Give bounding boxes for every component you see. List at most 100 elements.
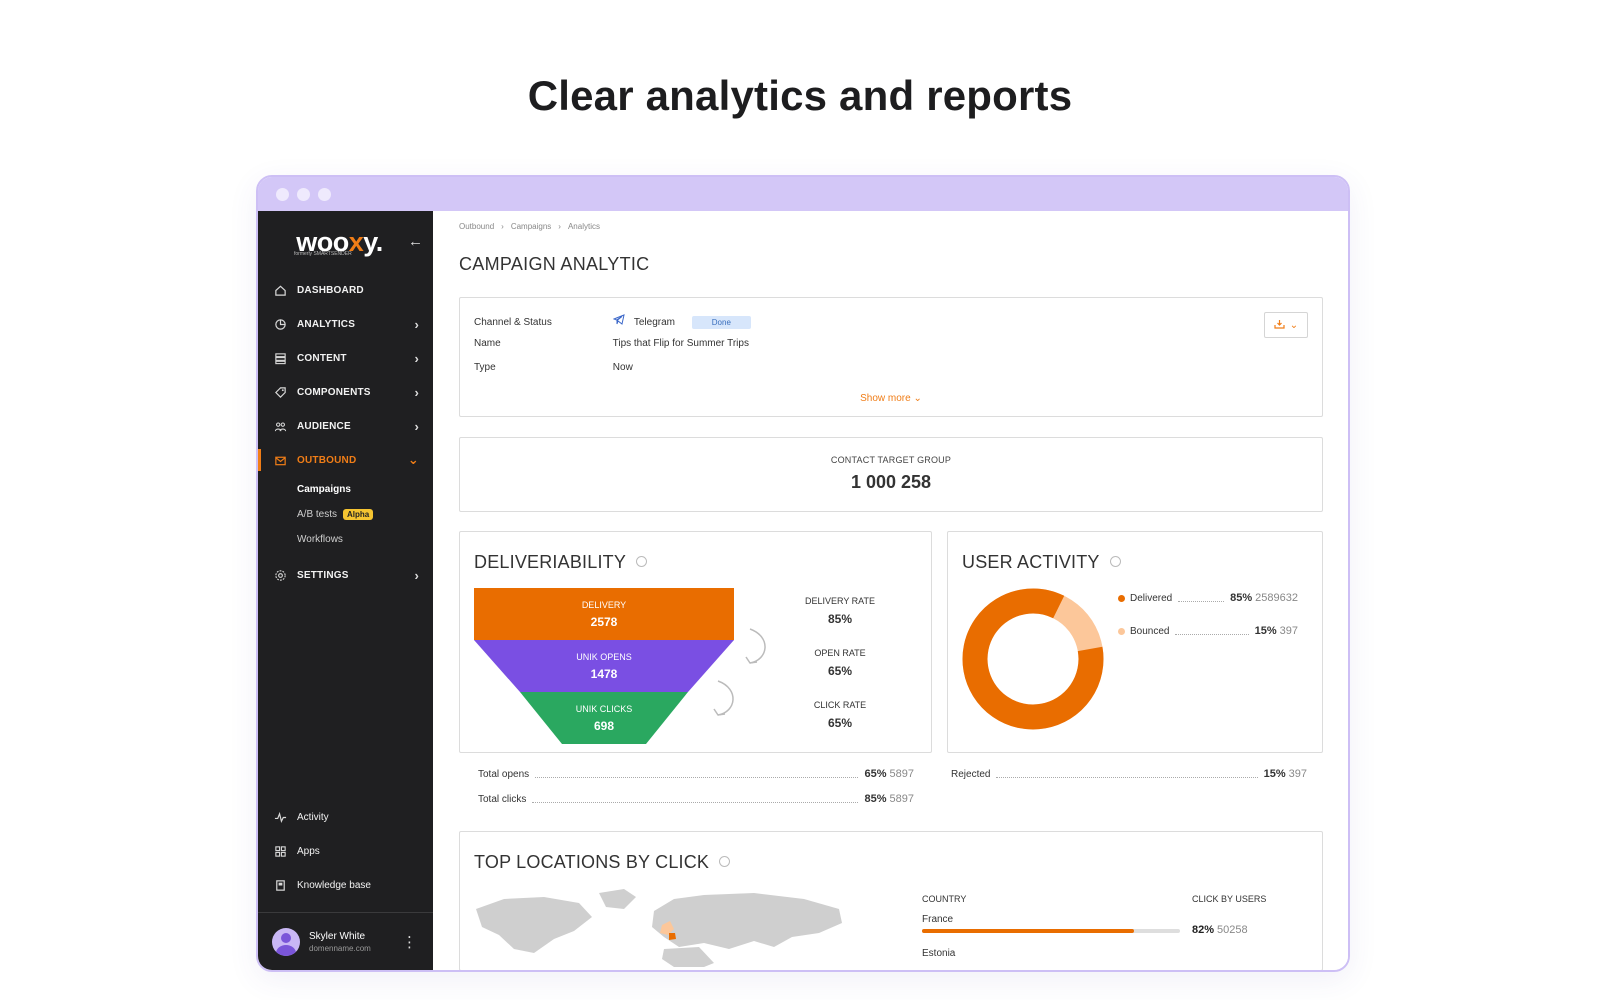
collapse-sidebar-icon[interactable]: ← [408, 233, 423, 250]
sidebar-item-label: Knowledge base [297, 879, 371, 891]
sidebar-item-label: ANALYTICS [297, 318, 356, 330]
main-content: Outbound › Campaigns › Analytics CAMPAIGN AN… [433, 211, 1348, 970]
stat-count: 5897 [889, 768, 914, 780]
donut-segment-delivered [962, 588, 1104, 730]
map-north-america [476, 897, 592, 953]
clicks-column-header: CLICK BY USERS [1192, 894, 1267, 904]
window-dot-minimize[interactable] [297, 187, 310, 201]
sidebar-bottom-nav: Activity Apps Knowledge base [258, 800, 433, 902]
stat-count: 5897 [889, 793, 914, 805]
sidebar-subitem-workflows[interactable]: Workflows [258, 527, 433, 552]
rate-label: CLICK RATE [813, 700, 867, 710]
sidebar-item-activity[interactable]: Activity [258, 800, 433, 834]
brand-logo[interactable]: wooxy. [296, 227, 383, 258]
status-badge: Done [691, 316, 751, 329]
sidebar: wooxy. formerly SMARTSENDER ← DASHBOARD … [258, 211, 433, 970]
deliverability-card: DELIVERIABILITY DELIVERY 2578 UNIK OPENS 1… [459, 531, 932, 753]
chevron-down-icon: ⌄ [1289, 319, 1299, 331]
leader-line [535, 776, 859, 778]
stat-pct: 15% [1263, 768, 1286, 780]
hero-title: Clear analytics and reports [527, 72, 1073, 119]
home-icon [273, 283, 287, 297]
funnel-opens-value: 1478 [590, 667, 618, 681]
user-profile[interactable]: Skyler White domenname.com ⋮ [258, 912, 433, 970]
show-more-link[interactable]: Show more ⌄ [460, 393, 1322, 404]
legend-delivered: Delivered 85% 2589632 [1118, 592, 1298, 604]
sidebar-item-audience[interactable]: AUDIENCE › [258, 409, 433, 443]
sidebar-subitem-label: Campaigns [297, 484, 351, 495]
rate-value: 85% [827, 612, 853, 626]
map-europe-asia [652, 893, 842, 949]
deliverability-title-text: DELIVERIABILITY [474, 552, 627, 572]
funnel-segment-opens [474, 640, 734, 692]
help-icon[interactable] [719, 855, 731, 867]
browser-window: wooxy. formerly SMARTSENDER ← DASHBOARD … [256, 175, 1350, 972]
tag-icon [273, 385, 287, 399]
country-column-header: COUNTRY [922, 894, 967, 904]
sidebar-item-label: AUDIENCE [297, 420, 351, 432]
sidebar-item-settings[interactable]: SETTINGS › [258, 558, 433, 592]
sidebar-item-label: DASHBOARD [297, 284, 364, 296]
funnel-delivery-label: DELIVERY [581, 600, 627, 610]
legend-count: 2589632 [1255, 592, 1298, 604]
leader-line [532, 801, 859, 803]
chevron-right-icon: › [414, 567, 419, 583]
contact-target-card: CONTACT TARGET GROUP 1 000 258 [459, 437, 1323, 512]
funnel-segment-clicks [520, 692, 688, 744]
breadcrumb-campaigns[interactable]: Campaigns [510, 222, 552, 231]
sidebar-subitem-ab-tests[interactable]: A/B tests Alpha [258, 502, 433, 527]
top-locations-card: TOP LOCATIONS BY CLICK COUNTRY CLICK BY … [459, 831, 1323, 970]
sidebar-subitem-campaigns[interactable]: Campaigns [258, 477, 433, 502]
logo-subtitle: formerly SMARTSENDER [294, 251, 352, 257]
arrowhead [713, 708, 726, 716]
sidebar-item-components[interactable]: COMPONENTS › [258, 375, 433, 409]
map-greenland [599, 889, 636, 909]
sidebar-item-outbound[interactable]: OUTBOUND ⌄ [258, 443, 433, 477]
sidebar-item-content[interactable]: CONTENT › [258, 341, 433, 375]
top-locations-title-text: TOP LOCATIONS BY CLICK [474, 852, 710, 872]
sidebar-item-dashboard[interactable]: DASHBOARD [258, 273, 433, 307]
stat-label: Total opens [478, 768, 530, 780]
chevron-down-icon: ⌄ [913, 393, 922, 404]
type-label: Type [474, 362, 496, 373]
sidebar-item-label: CONTENT [297, 352, 347, 364]
more-options-icon[interactable]: ⋮ [402, 933, 417, 951]
top-locations-title: TOP LOCATIONS BY CLICK [474, 852, 731, 873]
legend-dot [1118, 594, 1125, 602]
arrowhead [745, 656, 758, 664]
info-row-channel: Channel & Status Telegram Done [474, 314, 751, 329]
sidebar-item-label: SETTINGS [297, 569, 349, 581]
window-titlebar [258, 177, 1348, 211]
rejected-row: Rejected 15% 397 [951, 768, 1307, 780]
sidebar-item-knowledge-base[interactable]: Knowledge base [258, 868, 433, 902]
help-icon[interactable] [1109, 555, 1121, 567]
help-icon[interactable] [636, 555, 648, 567]
rate-label: OPEN RATE [814, 648, 866, 658]
sidebar-item-analytics[interactable]: ANALYTICS › [258, 307, 433, 341]
window-dot-maximize[interactable] [318, 187, 331, 201]
user-email: domenname.com [309, 943, 371, 953]
funnel-label-clicks: UNIK CLICKS 698 [474, 704, 734, 733]
export-dropdown-button[interactable]: ⌄ [1264, 312, 1308, 338]
logo-row: wooxy. formerly SMARTSENDER ← [258, 211, 433, 273]
rate-value: 65% [827, 716, 853, 730]
curved-arrow-icon [749, 628, 766, 664]
leader-line [996, 776, 1258, 778]
sidebar-item-label: Activity [297, 811, 329, 823]
breadcrumb-outbound[interactable]: Outbound [459, 222, 495, 231]
user-activity-card: USER ACTIVITY Delivered 85% 2589632 Boun… [947, 531, 1323, 753]
breadcrumb-separator: › [558, 222, 561, 231]
window-dot-close[interactable] [276, 187, 289, 201]
user-name: Skyler White [309, 930, 366, 942]
alpha-badge: Alpha [343, 509, 374, 520]
legend-bounced: Bounced 15% 397 [1118, 625, 1298, 637]
channel-value: Telegram [633, 317, 675, 328]
activity-icon [273, 810, 287, 824]
apps-grid-icon [273, 844, 287, 858]
sidebar-item-apps[interactable]: Apps [258, 834, 433, 868]
download-icon [1274, 319, 1285, 332]
rate-value: 65% [827, 664, 853, 678]
country-bar-track [922, 929, 1180, 933]
click-rate: CLICK RATE 65% [790, 700, 890, 730]
app-shell: wooxy. formerly SMARTSENDER ← DASHBOARD … [258, 211, 1348, 970]
